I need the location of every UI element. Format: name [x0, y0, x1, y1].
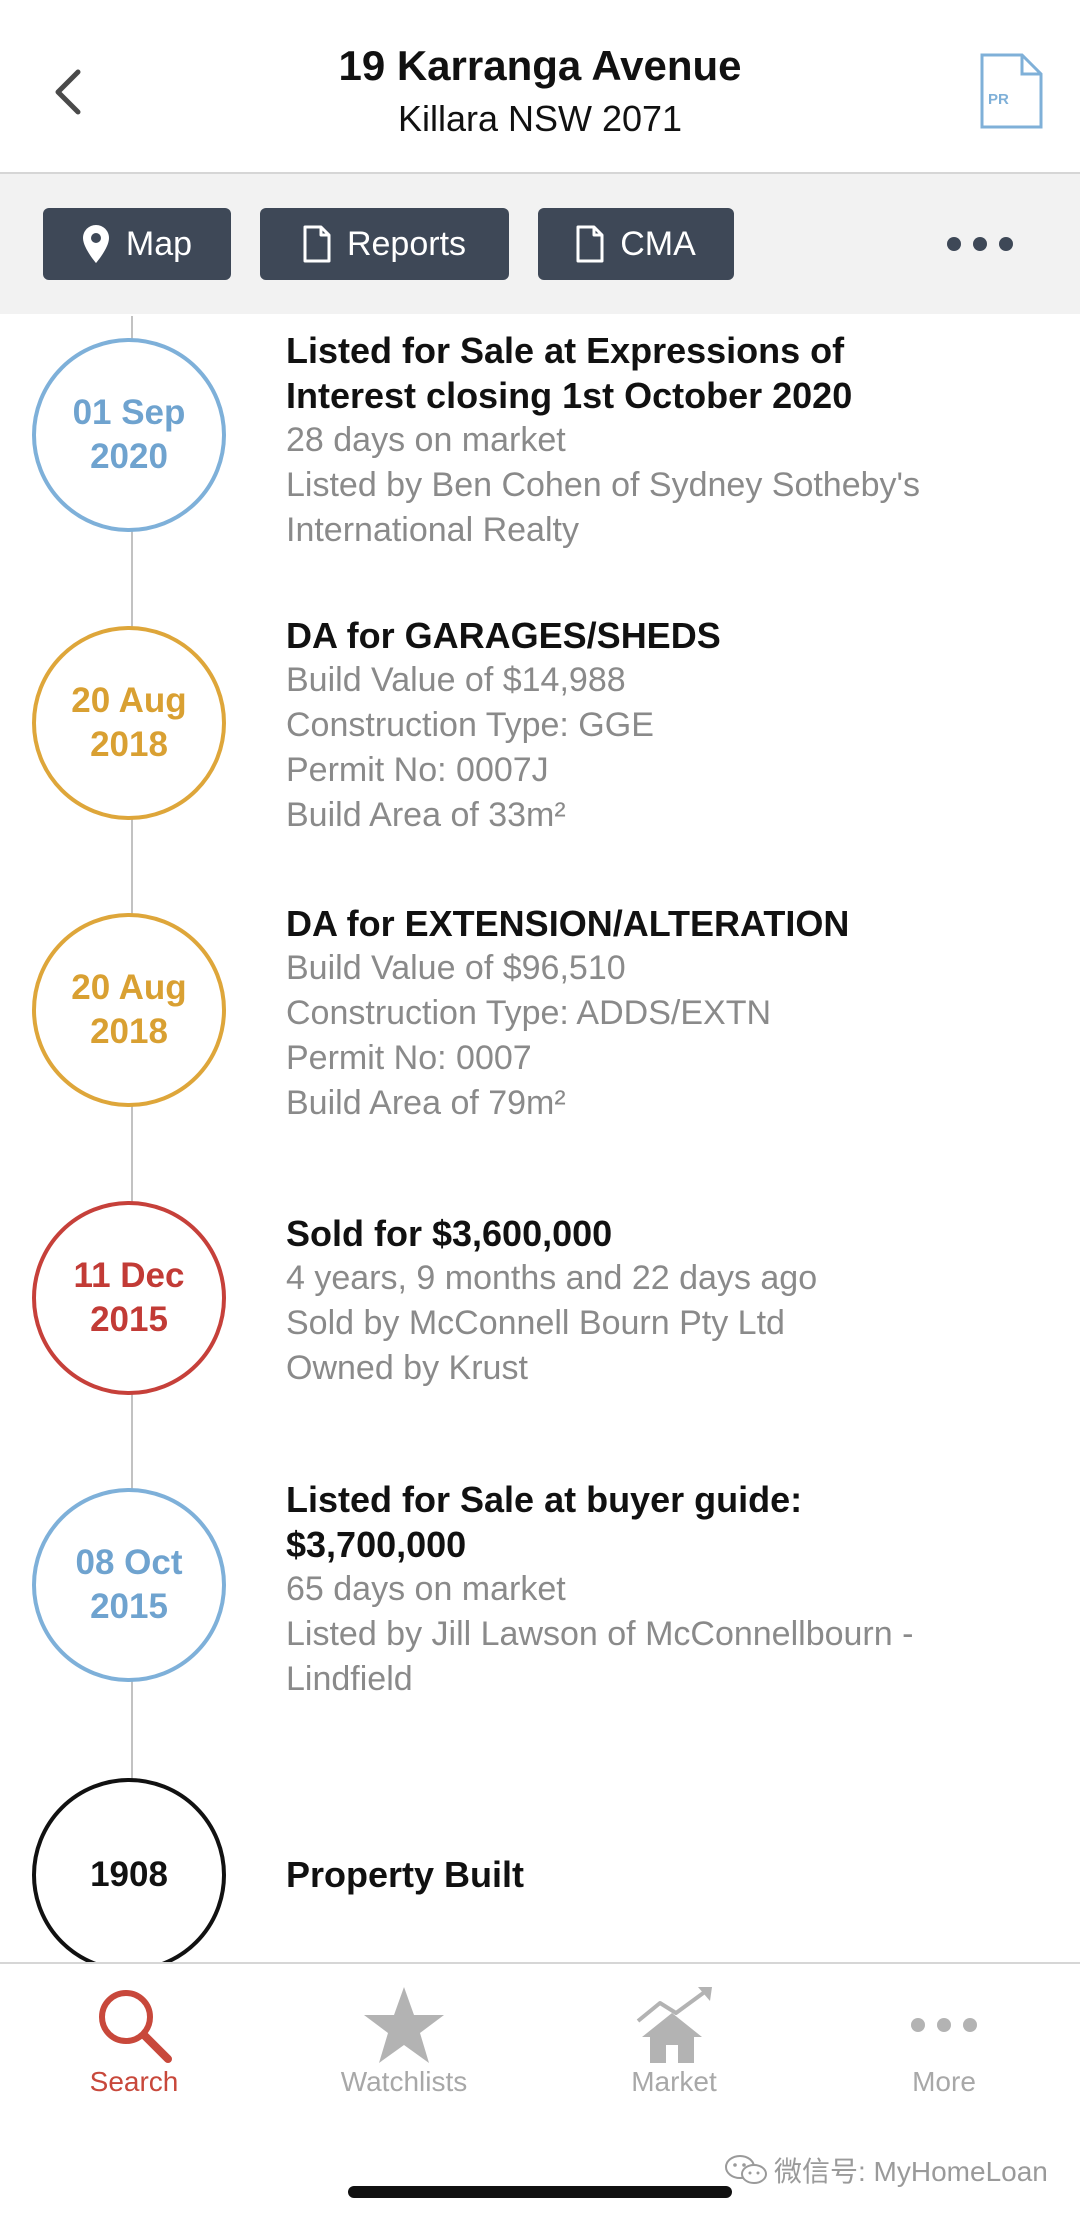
event-detail: Construction Type: GGE: [286, 706, 654, 744]
map-pin-icon: [82, 225, 109, 263]
event-date-circle: 08 Oct 2015: [32, 1488, 226, 1682]
event-date-day-month: 20 Aug: [71, 681, 187, 720]
chevron-left-icon: [55, 69, 81, 115]
home-indicator[interactable]: [348, 2186, 732, 2198]
property-report-button[interactable]: PR: [978, 52, 1044, 130]
event-date-year: 1908: [90, 1855, 168, 1894]
document-icon: [303, 225, 331, 263]
event-date-day-month: 20 Aug: [71, 968, 187, 1007]
event-detail: Build Area of 79m²: [286, 1084, 566, 1122]
reports-button-label: Reports: [346, 224, 467, 263]
event-date-circle: 20 Aug 2018: [32, 626, 226, 820]
back-button[interactable]: [40, 62, 100, 122]
dot-icon: [947, 237, 961, 251]
tab-more[interactable]: More: [844, 1984, 1044, 2104]
event-title: DA for GARAGES/SHEDS: [286, 615, 721, 656]
event-title: Listed for Sale at Expressions of: [286, 330, 845, 371]
event-date-circle: 01 Sep 2020: [32, 338, 226, 532]
dot-icon: [973, 237, 987, 251]
event-date-day-month: 11 Dec: [73, 1256, 185, 1295]
search-icon: [99, 1990, 172, 2063]
event-detail: Build Area of 33m²: [286, 796, 566, 834]
event-date-circle: 1908: [32, 1778, 226, 1962]
event-detail: Owned by Krust: [286, 1349, 528, 1387]
wechat-icon: [725, 2155, 767, 2184]
page-title: 19 Karranga Avenue: [338, 42, 742, 89]
event-date-year: 2015: [90, 1587, 168, 1626]
event-date-circle: 20 Aug 2018: [32, 913, 226, 1107]
event-title: Listed for Sale at buyer guide:: [286, 1479, 803, 1520]
page-subtitle: Killara NSW 2071: [397, 98, 683, 139]
more-options-button[interactable]: [935, 224, 1025, 264]
event-date-year: 2015: [90, 1300, 168, 1339]
event-title: DA for EXTENSION/ALTERATION: [286, 903, 850, 944]
pr-icon-label: PR: [988, 91, 1009, 108]
event-detail: 65 days on market: [286, 1570, 566, 1608]
event-date-year: 2018: [90, 725, 168, 764]
watermark-text: 微信号: MyHomeLoan: [774, 2156, 1048, 2187]
pr-document-icon: PR: [980, 53, 1043, 129]
wechat-watermark: 微信号: MyHomeLoan: [724, 2150, 1064, 2190]
tab-watchlists[interactable]: Watchlists: [304, 1984, 504, 2104]
tab-market-label: Market: [631, 2066, 717, 2097]
cma-button[interactable]: CMA: [538, 208, 734, 280]
event-detail: Permit No: 0007J: [286, 751, 549, 789]
event-detail: Lindfield: [286, 1660, 413, 1698]
reports-button[interactable]: Reports: [260, 208, 509, 280]
top-nav-bar: 19 Karranga Avenue Killara NSW 2071 PR: [0, 0, 1080, 174]
event-date-year: 2020: [90, 437, 168, 476]
map-button[interactable]: Map: [43, 208, 231, 280]
event-date-circle: 11 Dec 2015: [32, 1201, 226, 1395]
cma-button-label: CMA: [620, 224, 696, 263]
event-detail: Construction Type: ADDS/EXTN: [286, 994, 772, 1032]
event-detail: 28 days on market: [286, 421, 566, 459]
tab-market[interactable]: Market: [574, 1984, 774, 2104]
bottom-tab-bar: Search Watchlists Market More: [0, 1962, 1080, 2223]
action-toolbar: Map Reports CMA: [0, 174, 1080, 314]
event-title: Sold for $3,600,000: [286, 1213, 613, 1254]
star-icon: [364, 1987, 444, 2063]
event-title: Property Built: [286, 1854, 525, 1895]
event-detail: Build Value of $96,510: [286, 949, 626, 987]
event-date-day-month: 01 Sep: [72, 393, 186, 432]
event-detail: Build Value of $14,988: [286, 661, 626, 699]
timeline-line: [131, 316, 133, 1962]
event-detail: Listed by Jill Lawson of McConnellbourn …: [286, 1615, 914, 1653]
dot-icon: [999, 237, 1013, 251]
tab-watchlists-label: Watchlists: [340, 2066, 468, 2097]
event-title: Interest closing 1st October 2020: [286, 375, 853, 416]
event-detail: Permit No: 0007: [286, 1039, 532, 1077]
market-house-trend-icon: [636, 1987, 712, 2063]
tab-search[interactable]: Search: [34, 1984, 234, 2104]
property-timeline: 01 Sep 2020 Listed for Sale at Expressio…: [0, 316, 1080, 1962]
event-detail: Listed by Ben Cohen of Sydney Sotheby's: [286, 466, 921, 504]
map-button-label: Map: [125, 224, 193, 263]
document-icon: [576, 225, 604, 263]
tab-search-label: Search: [89, 2066, 179, 2097]
more-dots-icon: [911, 2018, 977, 2032]
tab-more-label: More: [912, 2066, 976, 2097]
event-date-year: 2018: [90, 1012, 168, 1051]
event-title: $3,700,000: [286, 1524, 467, 1565]
event-detail: International Realty: [286, 511, 579, 549]
event-date-day-month: 08 Oct: [75, 1543, 183, 1582]
event-detail: 4 years, 9 months and 22 days ago: [286, 1259, 818, 1297]
event-detail: Sold by McConnell Bourn Pty Ltd: [286, 1304, 785, 1342]
